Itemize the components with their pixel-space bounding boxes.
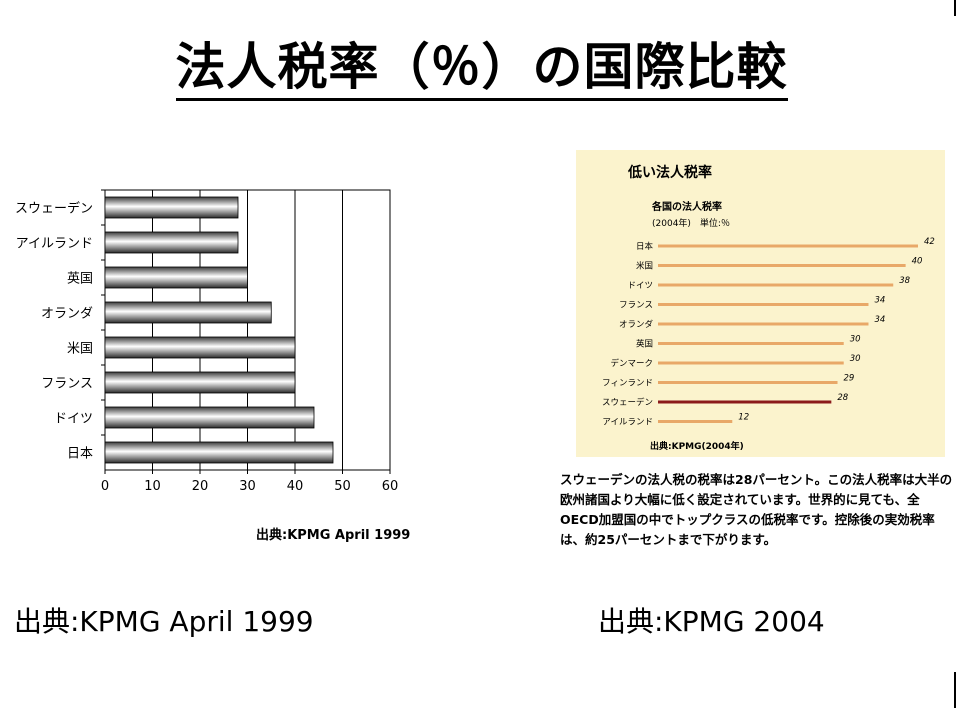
chart2-title: 低い法人税率 [628, 165, 712, 181]
value-label: 34 [874, 315, 885, 325]
category-label: フランス [41, 377, 93, 392]
bar [658, 420, 733, 423]
value-label: 34 [874, 296, 885, 306]
category-label: オランダ [41, 307, 93, 322]
value-label: 29 [844, 374, 855, 384]
bar [104, 336, 296, 359]
chart-1999: 0 10 20 30 40 50 60 スウェーデンアイルランド英国オランダ米国フランスドイツ… [15, 189, 399, 494]
bar [104, 196, 239, 219]
bar [104, 406, 315, 429]
category-label: ドイツ [627, 281, 653, 291]
value-label: 42 [924, 237, 935, 247]
category-label: アイルランド [602, 418, 653, 428]
category-label: 米国 [636, 261, 653, 272]
chart-2004: 日本 42 米国 40 ドイツ 38 フランス 34 オランダ 34 英国 30 デンマーク 30 フィンラ… [602, 237, 935, 428]
category-label: 英国 [67, 272, 93, 287]
value-label: 12 [738, 413, 749, 423]
bar [658, 381, 838, 384]
category-label: フィンランド [602, 379, 653, 389]
category-label: スウェーデン [15, 201, 93, 217]
value-label: 30 [850, 354, 861, 364]
category-label: ドイツ [54, 412, 93, 427]
x-tick-label: 30 [239, 479, 256, 494]
value-label: 28 [837, 393, 848, 403]
category-label: 英国 [636, 339, 653, 350]
page-title: 法人税率（％）の国際比較 [0, 36, 963, 101]
bar [104, 301, 272, 324]
chart1-source: 出典:KPMG April 1999 [256, 528, 411, 543]
bar [104, 231, 239, 254]
x-tick-label: 50 [334, 479, 351, 494]
value-label: 30 [850, 335, 861, 345]
value-label: 40 [912, 257, 923, 267]
x-tick-label: 0 [101, 479, 109, 494]
bar [104, 266, 248, 289]
category-label: スウェーデン [602, 397, 653, 408]
category-label: 日本 [636, 241, 654, 252]
x-tick-label: 60 [382, 479, 399, 494]
bar [658, 283, 894, 287]
bar [658, 322, 869, 326]
chart-2004-panel: 低い法人税率 各国の法人税率 (2004年) 単位:％ 日本 42 米国 40 ドイツ 3… [576, 150, 945, 457]
category-label: アイルランド [16, 237, 93, 252]
bar [658, 400, 832, 404]
bar [658, 264, 906, 267]
bar [104, 371, 296, 394]
edge-line-top [954, 0, 956, 16]
bar [658, 361, 844, 365]
chart2-unit-note: (2004年) 単位:％ [652, 219, 730, 229]
x-tick-label: 20 [192, 479, 209, 494]
value-label: 38 [899, 276, 910, 286]
caption-text: スウェーデンの法人税の税率は28パーセント。この法人税率は大半の欧州諸国より大幅… [560, 472, 953, 547]
category-label: 米国 [67, 342, 93, 357]
bar [658, 303, 869, 306]
x-tick-label: 10 [144, 479, 161, 494]
chart2-subtitle: 各国の法人税率 [652, 202, 722, 213]
bar [658, 342, 844, 345]
footer-source-left: 出典:KPMG April 1999 [14, 605, 314, 638]
footer-source-right: 出典:KPMG 2004 [598, 605, 825, 638]
bar [104, 441, 334, 464]
chart2-source: 出典:KPMG(2004年) [650, 442, 744, 452]
category-label: フランス [619, 301, 653, 311]
bar [658, 244, 918, 248]
category-label: デンマーク [610, 358, 653, 369]
x-tick-label: 40 [287, 479, 304, 494]
edge-line-bottom [954, 672, 956, 708]
category-label: オランダ [619, 319, 654, 330]
category-label: 日本 [67, 447, 93, 462]
